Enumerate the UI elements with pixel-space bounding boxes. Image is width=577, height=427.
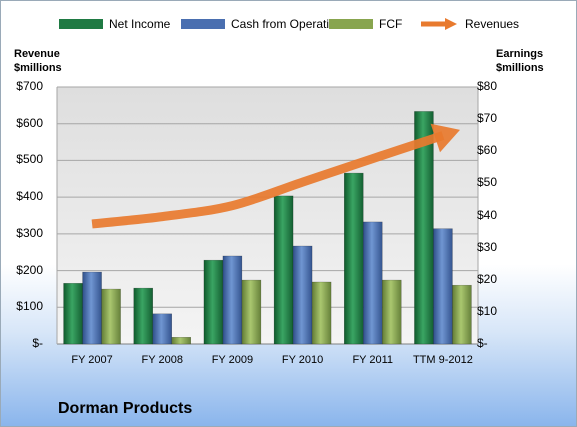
left-tick-label: $600: [16, 115, 43, 130]
legend-swatch-fcf: [329, 19, 373, 29]
bar-net-income-fy-2007: [63, 283, 83, 345]
category-label: FY 2008: [141, 354, 183, 366]
left-axis-title-line-2: $millions: [14, 62, 62, 74]
legend-item-net-income: Net Income: [59, 17, 170, 31]
category-label: TTM 9-2012: [412, 354, 473, 366]
revenue-series: [91, 123, 461, 229]
right-tick-label: $40: [477, 207, 498, 222]
bar-net-income-fy-2009: [203, 259, 224, 345]
bar-fcf-ttm-9-2012: [452, 284, 472, 345]
right-tick-label: $20: [477, 271, 498, 286]
bar-cash-from-operations-fy-2007: [82, 271, 102, 345]
right-tick-label: $-: [477, 336, 488, 350]
right-tick-label: $60: [477, 143, 498, 158]
legend-label: Net Income: [109, 17, 171, 31]
category-label: FY 2009: [211, 354, 254, 366]
legend-label: Revenues: [465, 17, 520, 31]
company-title: Dorman Products: [58, 400, 193, 417]
legend-label: Cash from Operations: [231, 17, 349, 31]
right-axis-title: Earnings $millions: [496, 47, 544, 75]
left-tick-label: $-: [32, 336, 43, 350]
right-tick-label: $80: [477, 79, 498, 93]
bar-fcf-fy-2008: [171, 337, 191, 345]
bar-fcf-fy-2009: [241, 279, 262, 345]
bar-fcf-fy-2011: [382, 279, 402, 345]
category-label: FY 2010: [281, 354, 324, 366]
revenue-arrowhead: [430, 123, 461, 153]
legend-swatch-revenues: [421, 18, 457, 30]
legend-item-revenues: Revenues: [419, 17, 519, 31]
left-tick-label: $700: [16, 79, 43, 93]
bar-cash-from-operations-fy-2010: [292, 245, 313, 345]
bar-fcf-fy-2007: [101, 288, 121, 345]
bar-cash-from-operations-fy-2009: [222, 255, 243, 345]
bar-cash-from-operations-ttm-9-2012: [433, 228, 453, 345]
legend-item-fcf: FCF: [329, 17, 402, 31]
bar-fcf-fy-2010: [311, 281, 332, 345]
bar-net-income-fy-2008: [133, 287, 153, 345]
category-label: FY 2011: [352, 354, 394, 366]
bar-cash-from-operations-fy-2008: [152, 313, 172, 345]
bar-cash-from-operations-fy-2011: [363, 221, 383, 345]
right-tick-label: $30: [477, 239, 498, 254]
left-tick-label: $100: [16, 299, 43, 314]
plot-background: [57, 87, 478, 344]
legend: Net Income Cash from Operations FCF Revenue…: [1, 15, 576, 35]
right-tick-label: $50: [477, 175, 498, 190]
bar-series: [63, 111, 472, 345]
legend-label: FCF: [379, 17, 403, 31]
left-tick-label: $400: [16, 189, 43, 204]
right-tick-label: $10: [477, 303, 498, 318]
left-axis-title: Revenue $millions: [14, 47, 62, 75]
bar-net-income-fy-2011: [344, 172, 364, 345]
right-axis-title-line-2: $millions: [496, 62, 544, 74]
gridlines: [56, 86, 479, 345]
left-tick-label: $300: [16, 225, 43, 240]
left-tick-label: $500: [16, 152, 43, 167]
legend-item-cash-from-operations: Cash from Operations: [181, 17, 348, 31]
bar-net-income-fy-2010: [273, 195, 294, 345]
legend-swatch-net-income: [59, 19, 103, 29]
category-label: FY 2007: [71, 354, 113, 366]
legend-swatch-cash-from-operations: [181, 19, 225, 29]
right-axis-title-line-1: Earnings: [496, 48, 544, 60]
left-tick-label: $200: [16, 262, 43, 277]
left-axis-title-line-1: Revenue: [14, 48, 60, 60]
bar-net-income-ttm-9-2012: [414, 111, 434, 345]
revenue-line: [91, 131, 445, 229]
right-tick-label: $70: [477, 111, 498, 126]
